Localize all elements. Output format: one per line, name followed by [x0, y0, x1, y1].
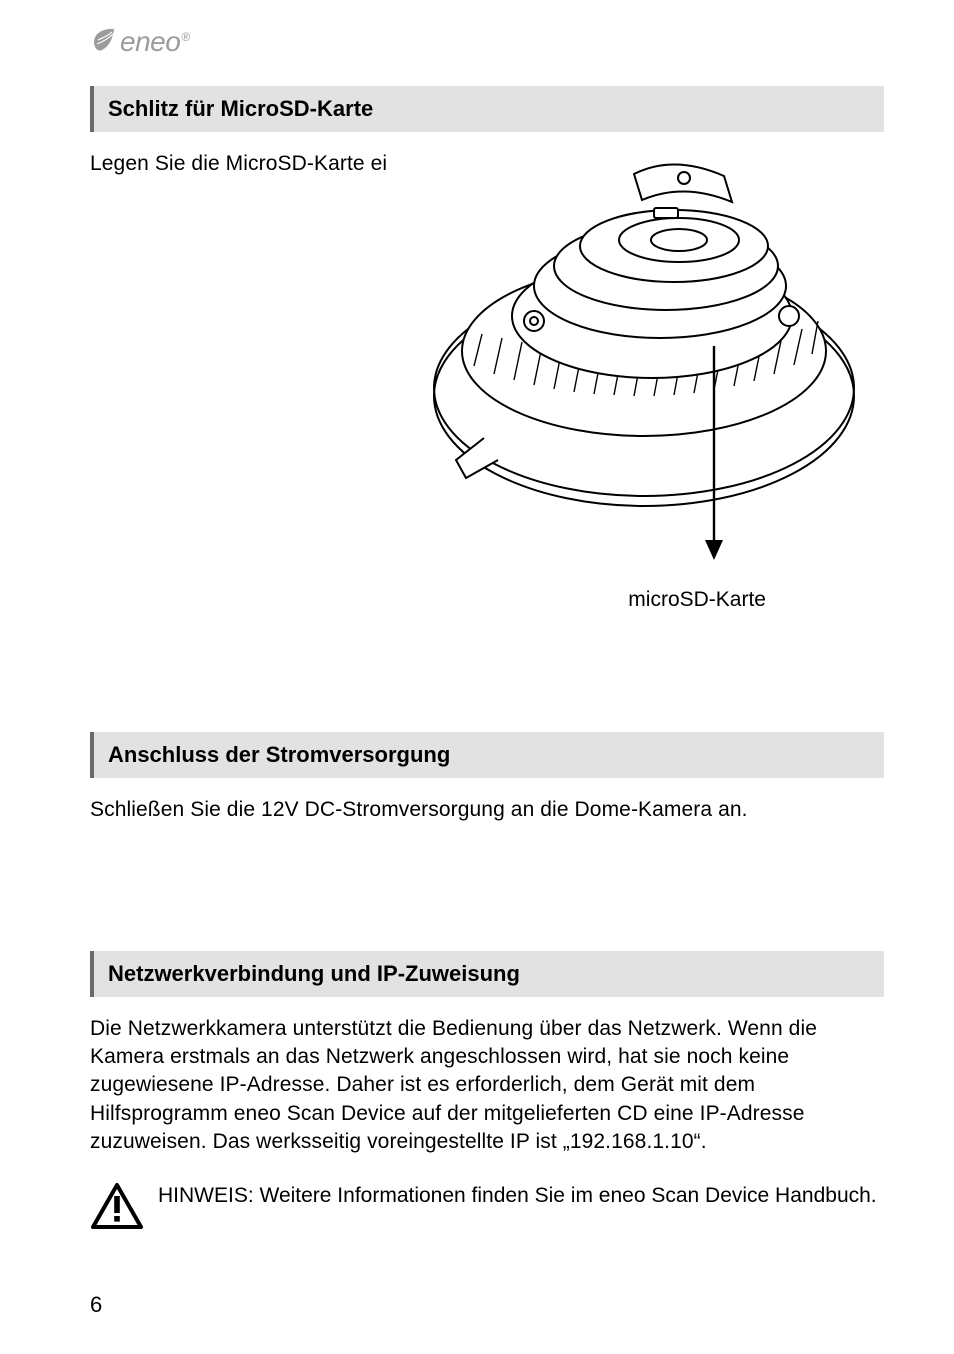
section2-heading: Anschluss der Stromversorgung	[90, 732, 884, 778]
section2-body: Schließen Sie die 12V DC-Stromversorgung…	[90, 796, 884, 824]
figure-caption: microSD-Karte	[628, 588, 766, 612]
brand-logo: eneo®	[90, 26, 190, 58]
section3-heading: Netzwerkverbindung und IP-Zuweisung	[90, 951, 884, 997]
leaf-icon	[90, 26, 120, 58]
page-number: 6	[90, 1292, 103, 1318]
warning-icon	[90, 1182, 144, 1230]
logo-text: eneo®	[120, 26, 190, 58]
section3-body: Die Netzwerkkamera unterstützt die Bedie…	[90, 1015, 884, 1157]
figure-microsd: microSD-Karte	[90, 166, 884, 666]
note-block: HINWEIS: Weitere Informationen finden Si…	[90, 1182, 884, 1230]
dome-camera-illustration	[384, 116, 904, 596]
note-text: HINWEIS: Weitere Informationen finden Si…	[158, 1182, 877, 1210]
